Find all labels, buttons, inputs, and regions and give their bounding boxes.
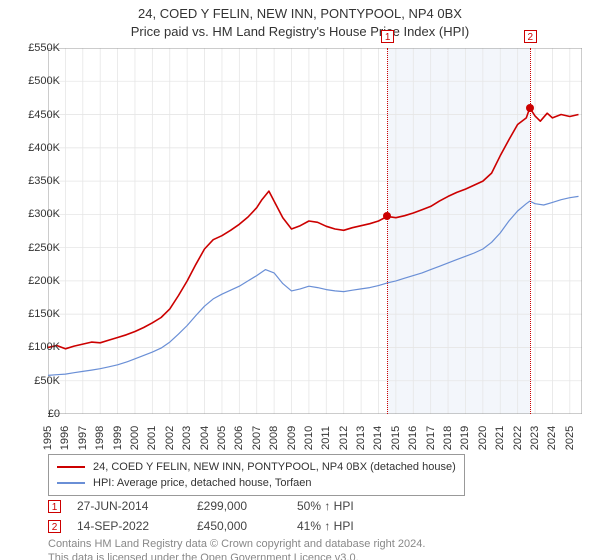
x-tick: 2002 — [164, 426, 176, 450]
chart-title-line2: Price paid vs. HM Land Registry's House … — [0, 24, 600, 39]
x-tick: 2006 — [233, 426, 245, 450]
x-tick: 2010 — [303, 426, 315, 450]
x-tick: 2011 — [320, 426, 332, 450]
y-tick: £500K — [10, 75, 60, 87]
chart-svg — [48, 48, 582, 414]
x-tick: 2014 — [372, 426, 384, 450]
y-tick: £350K — [10, 175, 60, 187]
y-tick: £150K — [10, 308, 60, 320]
event-marker-2: 2 — [524, 30, 537, 43]
x-tick: 2023 — [529, 426, 541, 450]
x-tick: 2013 — [355, 426, 367, 450]
legend-item: 24, COED Y FELIN, NEW INN, PONTYPOOL, NP… — [57, 459, 456, 475]
event-line-1 — [387, 48, 388, 414]
sale-row: 2 14-SEP-2022£450,00041% ↑ HPI — [48, 516, 417, 536]
x-tick: 2018 — [442, 426, 454, 450]
x-tick: 2021 — [494, 426, 506, 450]
sale-date: 27-JUN-2014 — [77, 499, 197, 513]
x-tick: 2000 — [129, 426, 141, 450]
x-tick: 2015 — [390, 426, 402, 450]
x-tick: 1996 — [59, 426, 71, 450]
attribution-footer: Contains HM Land Registry data © Crown c… — [48, 538, 425, 560]
legend-swatch — [57, 482, 85, 484]
sale-hpi-diff: 50% ↑ HPI — [297, 499, 417, 513]
legend-label: HPI: Average price, detached house, Torf… — [93, 477, 312, 489]
sale-marker: 2 — [48, 520, 61, 533]
y-tick: £100K — [10, 341, 60, 353]
x-tick: 2008 — [268, 426, 280, 450]
x-tick: 1997 — [77, 426, 89, 450]
y-tick: £550K — [10, 42, 60, 54]
x-tick: 2004 — [199, 426, 211, 450]
y-tick: £50K — [10, 375, 60, 387]
x-tick: 1995 — [42, 426, 54, 450]
event-line-2 — [530, 48, 531, 414]
sale-price: £450,000 — [197, 519, 297, 533]
legend: 24, COED Y FELIN, NEW INN, PONTYPOOL, NP… — [48, 454, 465, 496]
y-tick: £0 — [10, 408, 60, 420]
x-tick: 2017 — [425, 426, 437, 450]
x-tick: 2022 — [512, 426, 524, 450]
x-tick: 2009 — [286, 426, 298, 450]
x-tick: 2005 — [216, 426, 228, 450]
x-tick: 1999 — [112, 426, 124, 450]
x-tick: 2003 — [181, 426, 193, 450]
sale-row: 1 27-JUN-2014£299,00050% ↑ HPI — [48, 496, 417, 516]
x-tick: 2012 — [338, 426, 350, 450]
x-tick: 2001 — [146, 426, 158, 450]
x-tick: 1998 — [94, 426, 106, 450]
legend-label: 24, COED Y FELIN, NEW INN, PONTYPOOL, NP… — [93, 461, 456, 473]
x-tick: 2019 — [459, 426, 471, 450]
sale-dot — [383, 212, 391, 220]
sales-table: 1 27-JUN-2014£299,00050% ↑ HPI 2 14-SEP-202… — [48, 496, 417, 536]
y-tick: £250K — [10, 242, 60, 254]
legend-swatch — [57, 466, 85, 468]
x-tick: 2016 — [407, 426, 419, 450]
x-tick: 2020 — [477, 426, 489, 450]
y-tick: £400K — [10, 142, 60, 154]
x-tick: 2007 — [251, 426, 263, 450]
legend-item: HPI: Average price, detached house, Torf… — [57, 475, 456, 491]
y-tick: £300K — [10, 208, 60, 220]
footer-line2: This data is licensed under the Open Gov… — [48, 552, 359, 560]
event-marker-1: 1 — [381, 30, 394, 43]
footer-line1: Contains HM Land Registry data © Crown c… — [48, 538, 425, 550]
sale-hpi-diff: 41% ↑ HPI — [297, 519, 417, 533]
sale-date: 14-SEP-2022 — [77, 519, 197, 533]
sale-marker: 1 — [48, 500, 61, 513]
sale-price: £299,000 — [197, 499, 297, 513]
series-line-hpi-torfaen — [48, 196, 579, 375]
x-tick: 2025 — [564, 426, 576, 450]
y-tick: £450K — [10, 109, 60, 121]
y-tick: £200K — [10, 275, 60, 287]
chart-title-line1: 24, COED Y FELIN, NEW INN, PONTYPOOL, NP… — [0, 6, 600, 21]
x-tick: 2024 — [546, 426, 558, 450]
series-line-subject-property — [48, 108, 579, 349]
sale-dot — [526, 104, 534, 112]
price-chart: 12 — [48, 48, 582, 414]
